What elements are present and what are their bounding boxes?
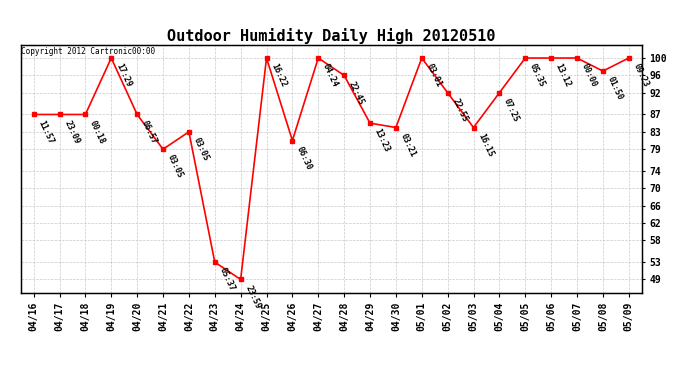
Text: 07:25: 07:25	[502, 97, 521, 123]
Text: 11:57: 11:57	[37, 118, 55, 145]
Text: 13:23: 13:23	[373, 128, 391, 154]
Text: 16:15: 16:15	[476, 132, 495, 158]
Text: 03:05: 03:05	[192, 136, 210, 162]
Text: 00:18: 00:18	[88, 118, 107, 145]
Text: 05:37: 05:37	[217, 266, 236, 293]
Text: 17:29: 17:29	[114, 62, 132, 88]
Text: 04:24: 04:24	[321, 62, 339, 88]
Text: 03:05: 03:05	[166, 153, 184, 180]
Text: 01:50: 01:50	[606, 75, 624, 102]
Title: Outdoor Humidity Daily High 20120510: Outdoor Humidity Daily High 20120510	[167, 28, 495, 44]
Text: 05:35: 05:35	[528, 62, 546, 88]
Text: 22:55: 22:55	[451, 97, 469, 123]
Text: 06:30: 06:30	[295, 145, 314, 171]
Text: 22:45: 22:45	[347, 80, 366, 106]
Text: 13:12: 13:12	[554, 62, 573, 88]
Text: 16:22: 16:22	[269, 62, 288, 88]
Text: 09:23: 09:23	[631, 62, 650, 88]
Text: Copyright 2012 Cartronic00:00: Copyright 2012 Cartronic00:00	[21, 48, 155, 57]
Text: 03:01: 03:01	[424, 62, 443, 88]
Text: 23:09: 23:09	[62, 118, 81, 145]
Text: 06:57: 06:57	[140, 118, 159, 145]
Text: 03:21: 03:21	[399, 132, 417, 158]
Text: 23:59: 23:59	[244, 284, 262, 310]
Text: 00:00: 00:00	[580, 62, 598, 88]
